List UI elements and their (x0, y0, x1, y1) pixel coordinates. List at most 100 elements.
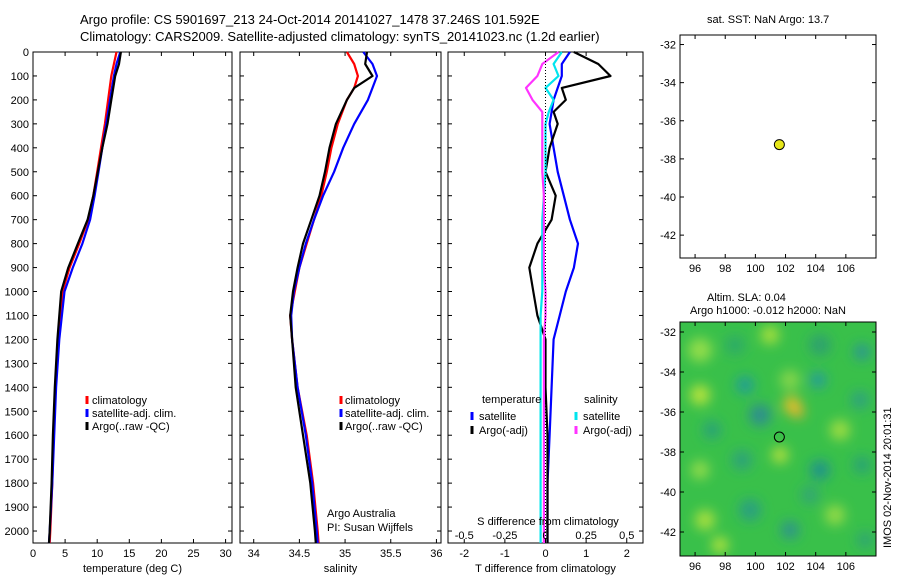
x-tick-label: 96 (689, 561, 701, 573)
y-tick-label: 900 (11, 263, 29, 275)
x-tick-label: 34 (248, 548, 260, 560)
series-line-1 (290, 51, 379, 544)
s-tick-label: -0.25 (492, 530, 517, 542)
sla-blob (801, 486, 819, 504)
sla-blob (810, 372, 826, 388)
y-tick-label: -34 (660, 78, 676, 90)
x-tick-label: -1 (500, 548, 510, 560)
y-tick-label: 1700 (5, 454, 29, 466)
x-tick-label: 20 (155, 548, 167, 560)
credit-line2: PI: Susan Wijffels (327, 522, 413, 534)
y-tick-label: 1600 (5, 430, 29, 442)
sla-blob (810, 460, 830, 480)
x-tick-label: 2 (624, 548, 630, 560)
sla-map-panel: 96 98 100 102 104 106 -32 -34 -36 -38 -40 -42 (660, 321, 877, 573)
x-tick-label: 106 (837, 263, 855, 275)
sla-blob (853, 456, 871, 474)
difference-panel: -2 -1 0 1 2 T difference from climatology -0.5… (447, 51, 644, 575)
series-line-2 (289, 51, 374, 544)
sla-blob (854, 344, 870, 360)
header-title-line1: Argo profile: CS 5901697_213 24-Oct-2014… (80, 12, 540, 27)
sla-blob (809, 334, 831, 356)
x-tick-label: 35 (339, 548, 351, 560)
y-tick-label: 2000 (5, 526, 29, 538)
x-axis-label: salinity (324, 563, 358, 575)
sst-map-title: sat. SST: NaN Argo: 13.7 (707, 14, 830, 26)
legend-title-temperature: temperature (482, 394, 541, 406)
y-tick-label: 1900 (5, 502, 29, 514)
x-tick-label: 96 (689, 263, 701, 275)
legend-label: satellite (583, 411, 620, 423)
x-tick-label: 0 (542, 548, 548, 560)
sla-blob (732, 450, 752, 470)
y-tick-label: 700 (11, 215, 29, 227)
x-tick-label: 100 (746, 263, 764, 275)
y-tick-label: -34 (660, 367, 676, 379)
x-tick-label: 30 (219, 548, 231, 560)
y-tick-label: -32 (660, 40, 676, 52)
y-tick-label: -36 (660, 407, 676, 419)
sla-blob (690, 385, 710, 405)
sla-blob (761, 326, 779, 344)
plot-frame (239, 51, 442, 544)
y-tick-label: -40 (660, 487, 676, 499)
y-tick-label: -42 (660, 230, 676, 242)
s-tick-label: -0.5 (455, 530, 474, 542)
legend-label: satellite (479, 411, 516, 423)
sst-map-panel: 96 98 100 102 104 106 -32 -34 -36 -38 -40 -42 (660, 34, 877, 275)
y-tick-label: -36 (660, 116, 676, 128)
y-tick-label: 100 (11, 71, 29, 83)
sla-blob (736, 376, 754, 394)
x-tick-label: 1 (583, 548, 589, 560)
x-tick-label: 34.5 (289, 548, 310, 560)
y-tick-label: 1400 (5, 382, 29, 394)
x-tick-label: 98 (719, 561, 731, 573)
x-axis-label: T difference from climatology (475, 563, 616, 575)
sla-blob (691, 461, 709, 479)
sla-blob (825, 505, 845, 525)
sla-map-title-line2: Argo h1000: -0.012 h2000: NaN (690, 305, 846, 317)
argo-position-marker (773, 431, 785, 443)
sla-blob (739, 499, 761, 521)
x-tick-label: 100 (746, 561, 764, 573)
x-tick-label: 35.5 (380, 548, 401, 560)
y-tick-label: -38 (660, 154, 676, 166)
y-tick-label: 1300 (5, 358, 29, 370)
y-tick-label: 1800 (5, 478, 29, 490)
series-line-2 (47, 51, 122, 544)
sla-blob (703, 421, 721, 439)
sla-blob (781, 521, 799, 539)
sla-blob (772, 447, 788, 463)
sla-blob (780, 370, 800, 390)
sla-blob (857, 532, 873, 548)
legend-label: Argo(..raw -QC) (92, 421, 170, 433)
sla-blob (792, 406, 804, 418)
x-tick-label: 98 (719, 263, 731, 275)
sla-blob (712, 537, 728, 553)
map-frame (679, 321, 877, 557)
x-tick-label: 102 (776, 263, 794, 275)
salinity-panel: 34 34.5 35 35.5 36 salinity climatologysatelli… (239, 51, 443, 575)
y-tick-label: 800 (11, 239, 29, 251)
series-line-0 (546, 51, 580, 543)
legend-label: satellite-adj. clim. (92, 408, 176, 420)
y-tick-label: 1500 (5, 406, 29, 418)
sla-blob (749, 404, 771, 426)
map-frame (679, 34, 877, 259)
y-tick-label: 600 (11, 191, 29, 203)
series-line-1 (528, 51, 612, 543)
legend-label: Argo(-adj) (583, 425, 632, 437)
s-tick-label: 0.25 (575, 530, 596, 542)
x-tick-label: 25 (187, 548, 199, 560)
y-tick-label: 1000 (5, 287, 29, 299)
series-line-2 (539, 51, 563, 543)
legend-title-salinity: salinity (584, 394, 618, 406)
sla-blob (851, 391, 869, 409)
x-tick-label: 36 (430, 548, 442, 560)
x-tick-label: 106 (837, 561, 855, 573)
x-tick-label: -2 (459, 548, 469, 560)
sla-blob (725, 335, 745, 355)
y-tick-label: -40 (660, 192, 676, 204)
sla-blob (695, 510, 715, 530)
